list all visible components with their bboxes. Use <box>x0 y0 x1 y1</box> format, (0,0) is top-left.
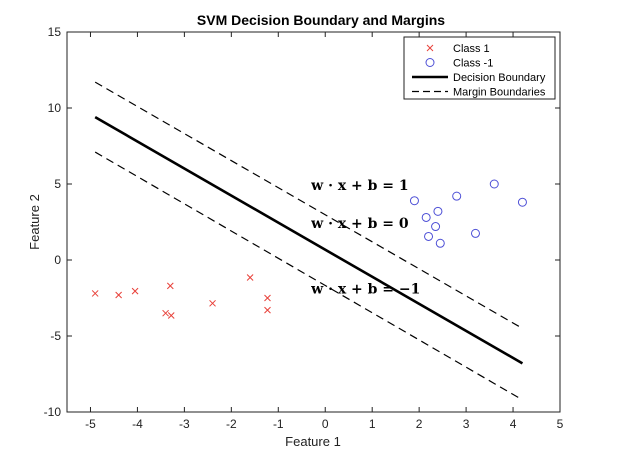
x-marker-stroke <box>131 287 139 295</box>
legend-circle-marker <box>425 58 435 67</box>
legend-item: Class 1 <box>426 43 490 55</box>
x-tick-label: -3 <box>179 417 190 431</box>
class-1-point <box>115 291 123 299</box>
decision-boundary-line <box>94 115 524 365</box>
x-marker-stroke <box>166 282 174 290</box>
x-tick-label: -2 <box>226 417 237 431</box>
y-tick-label: -5 <box>50 329 61 343</box>
x-tick-label: 4 <box>510 417 517 431</box>
y-tick-label: -10 <box>44 405 62 419</box>
class-1-point <box>166 282 174 290</box>
legend-item: Decision Boundary <box>412 72 546 84</box>
legend-x-marker <box>426 44 434 52</box>
y-tick-label: 10 <box>48 101 62 115</box>
legend-label: Class -1 <box>453 58 493 70</box>
x-tick-label: -4 <box>132 417 143 431</box>
class-1-point <box>209 299 216 307</box>
class-1-point <box>246 274 254 281</box>
equation-label: w · x + b = 1 <box>310 178 409 194</box>
class-neg1-point <box>517 197 527 207</box>
legend-item: Class -1 <box>425 58 493 70</box>
x-marker-stroke <box>91 290 99 297</box>
equation-label: w · x + b = −1 <box>310 281 420 297</box>
class-1-point <box>264 294 271 302</box>
y-tick-label: 5 <box>54 177 61 191</box>
x-marker-stroke <box>209 299 216 307</box>
class-neg1-point <box>421 212 431 222</box>
class-1-point <box>131 287 139 295</box>
class-1-point <box>162 309 169 317</box>
x-marker-stroke <box>264 306 271 314</box>
class-neg1-point <box>431 222 441 232</box>
x-marker-stroke <box>115 291 123 299</box>
equation-label: w · x + b = 0 <box>310 216 409 232</box>
y-tick-label: 0 <box>54 253 61 267</box>
legend-label: Class 1 <box>453 43 490 55</box>
class-neg1-point <box>452 191 462 201</box>
class-neg1-point <box>489 179 499 189</box>
x-tick-label: 0 <box>322 417 329 431</box>
class-neg1-point <box>433 206 443 216</box>
legend-label: Margin Boundaries <box>453 87 546 99</box>
y-axis-label: Feature 2 <box>27 194 42 250</box>
y-tick-label: 15 <box>48 25 62 39</box>
class-neg1-point <box>470 228 480 238</box>
class-neg1-point <box>435 238 445 248</box>
x-axis-label: Feature 1 <box>285 434 341 449</box>
class-neg1-point <box>409 196 419 206</box>
axes-frame <box>66 31 561 413</box>
x-tick-label: -5 <box>85 417 96 431</box>
x-tick-label: 2 <box>416 417 423 431</box>
legend-item: Margin Boundaries <box>412 87 546 99</box>
x-tick-label: 1 <box>369 417 376 431</box>
x-marker-stroke <box>246 274 254 281</box>
margin-boundary-line <box>94 151 523 401</box>
x-marker-stroke <box>162 309 169 317</box>
plot-area <box>91 81 527 401</box>
legend-label: Decision Boundary <box>453 72 546 84</box>
class-1-point <box>264 306 271 314</box>
class-neg1-point <box>424 231 434 241</box>
chart-title: SVM Decision Boundary and Margins <box>197 12 445 28</box>
annotations: w · x + b = 1 w · x + b = 0 w · x + b = −1 <box>310 178 420 297</box>
x-tick-label: -1 <box>273 417 284 431</box>
legend: Class 1 Class -1 Decision Boundary Margin B… <box>403 36 556 100</box>
class-1-point <box>91 290 99 297</box>
x-tick-label: 5 <box>557 417 564 431</box>
x-marker-stroke <box>167 312 175 319</box>
class-1-point <box>167 312 175 319</box>
x-marker-stroke <box>264 294 271 302</box>
x-tick-label: 3 <box>463 417 470 431</box>
margin-boundary-line <box>94 81 523 329</box>
